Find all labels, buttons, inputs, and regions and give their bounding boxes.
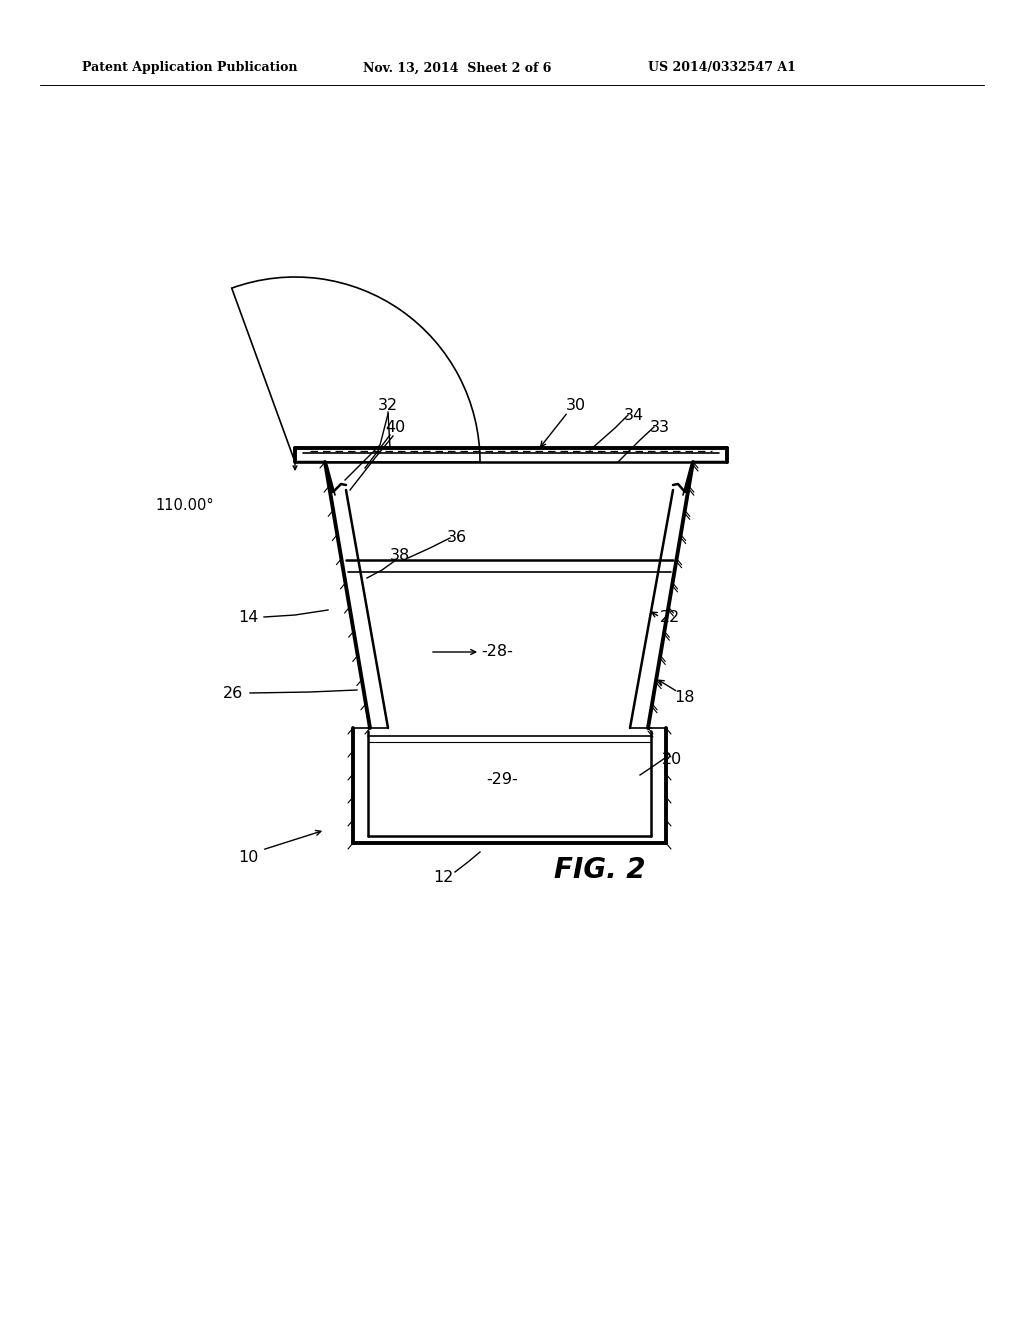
Text: -29-: -29-: [486, 772, 518, 788]
Text: 14: 14: [238, 610, 258, 624]
Text: US 2014/0332547 A1: US 2014/0332547 A1: [648, 62, 796, 74]
Text: 10: 10: [238, 850, 258, 865]
Text: 38: 38: [390, 548, 411, 562]
Text: 18: 18: [675, 690, 695, 705]
Text: 20: 20: [662, 752, 682, 767]
Text: Patent Application Publication: Patent Application Publication: [82, 62, 298, 74]
Text: 110.00°: 110.00°: [156, 498, 214, 512]
Text: 30: 30: [566, 397, 586, 412]
Text: 33: 33: [650, 420, 670, 434]
Text: FIG. 2: FIG. 2: [554, 855, 646, 884]
Text: 26: 26: [223, 685, 243, 701]
Text: 40: 40: [385, 421, 406, 436]
Text: Nov. 13, 2014  Sheet 2 of 6: Nov. 13, 2014 Sheet 2 of 6: [362, 62, 551, 74]
Text: 22: 22: [659, 610, 680, 624]
Text: 36: 36: [446, 531, 467, 545]
Text: 12: 12: [433, 870, 454, 886]
Text: 34: 34: [624, 408, 644, 422]
Text: 32: 32: [378, 397, 398, 412]
Text: -28-: -28-: [481, 644, 513, 660]
